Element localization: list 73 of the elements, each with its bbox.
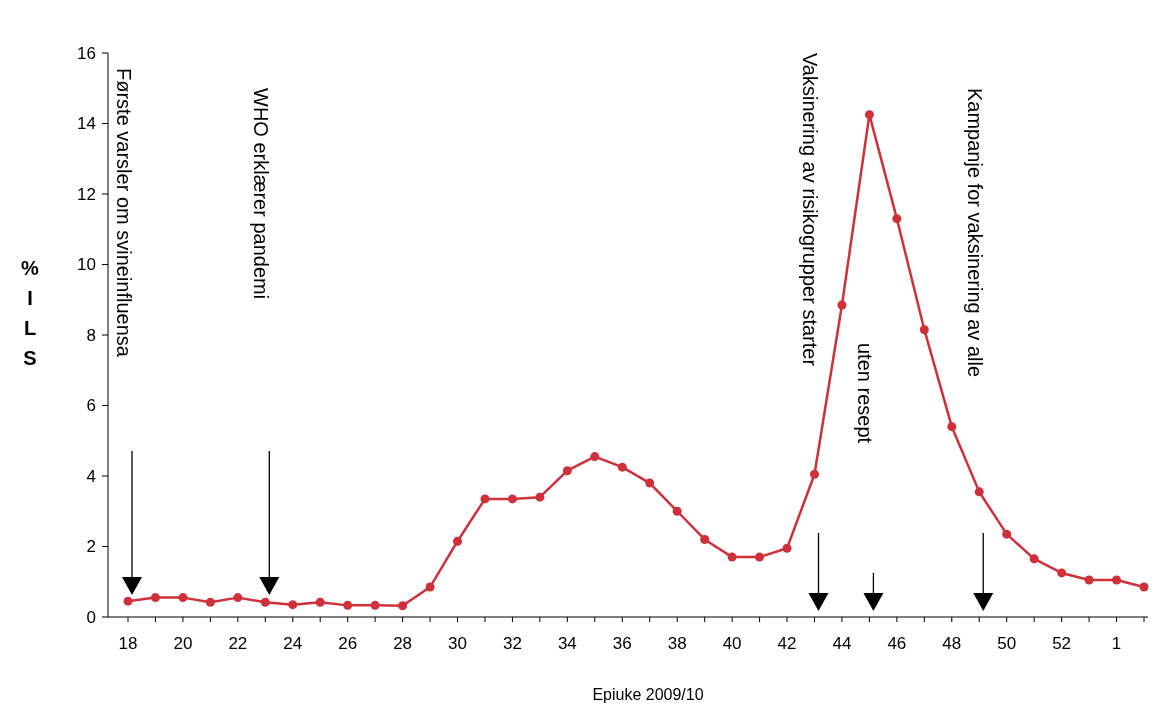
point	[782, 543, 792, 553]
point	[1084, 575, 1094, 585]
point	[727, 552, 737, 562]
y-tick-label: 14	[77, 114, 96, 134]
point	[617, 462, 627, 472]
x-tick-label: 48	[942, 634, 962, 653]
annotation: uten resept	[854, 343, 877, 444]
point	[343, 600, 353, 610]
point	[892, 214, 902, 224]
point	[1057, 568, 1067, 578]
y-tick-label: 16	[77, 43, 96, 63]
point	[672, 506, 682, 516]
point	[974, 487, 984, 497]
point	[562, 466, 572, 476]
point	[700, 534, 710, 544]
point	[233, 593, 243, 603]
annotation: Kampanje for vaksinering av alle	[964, 88, 987, 378]
y-tick-label: 4	[86, 466, 96, 486]
point	[398, 601, 408, 611]
point	[507, 494, 517, 504]
point	[809, 469, 819, 479]
y-tick-label: 6	[86, 396, 96, 416]
point	[123, 596, 133, 606]
x-tick-label: 22	[228, 634, 248, 653]
point	[453, 536, 463, 546]
point	[315, 597, 325, 607]
x-tick-label: 34	[557, 634, 577, 653]
x-tick-label: 18	[118, 634, 138, 653]
y-tick-label: 8	[86, 325, 96, 345]
x-tick-label: 52	[1052, 634, 1072, 653]
x-tick-label: 24	[283, 634, 303, 653]
point	[480, 494, 490, 504]
point	[288, 600, 298, 610]
x-tick-label: 1	[1111, 634, 1122, 653]
x-tick-label: 30	[448, 634, 467, 653]
x-tick-label: 40	[722, 634, 742, 653]
point	[425, 582, 435, 592]
point	[1112, 575, 1122, 585]
x-axis-title: Epiuke 2009/10	[592, 686, 704, 703]
x-tick-label: 46	[887, 634, 907, 653]
point	[370, 600, 380, 610]
point	[1002, 529, 1012, 539]
annotation: Vaksinering av risikogrupper starter	[799, 53, 822, 367]
x-tick-label: 32	[502, 634, 522, 653]
point	[205, 597, 215, 607]
point	[1029, 554, 1039, 564]
y-tick-label: 10	[77, 255, 96, 275]
x-tick-label: 50	[997, 634, 1017, 653]
point	[1139, 582, 1149, 592]
point	[150, 593, 160, 603]
x-tick-label: 26	[338, 634, 358, 653]
point	[755, 552, 765, 562]
x-tick-label: 36	[612, 634, 632, 653]
point	[864, 110, 874, 120]
x-tick-label: 44	[832, 634, 852, 653]
point	[535, 492, 545, 502]
annotation: Første varsler om svineinfluensa	[113, 68, 135, 358]
point	[645, 478, 655, 488]
point	[590, 452, 600, 462]
point	[947, 422, 957, 432]
point	[919, 325, 929, 335]
y-tick-label: 0	[86, 607, 96, 627]
point	[837, 300, 847, 310]
y-tick-label: 2	[86, 537, 96, 557]
y-axis-title: %ILS	[21, 257, 40, 369]
x-tick-label: 42	[777, 634, 797, 653]
point	[260, 597, 270, 607]
annotation: WHO erklærer pandemi	[250, 88, 273, 300]
x-tick-label: 20	[173, 634, 193, 653]
point	[178, 593, 188, 603]
x-tick-label: 28	[393, 634, 413, 653]
x-tick-label: 38	[667, 634, 687, 653]
y-tick-label: 12	[77, 184, 96, 204]
